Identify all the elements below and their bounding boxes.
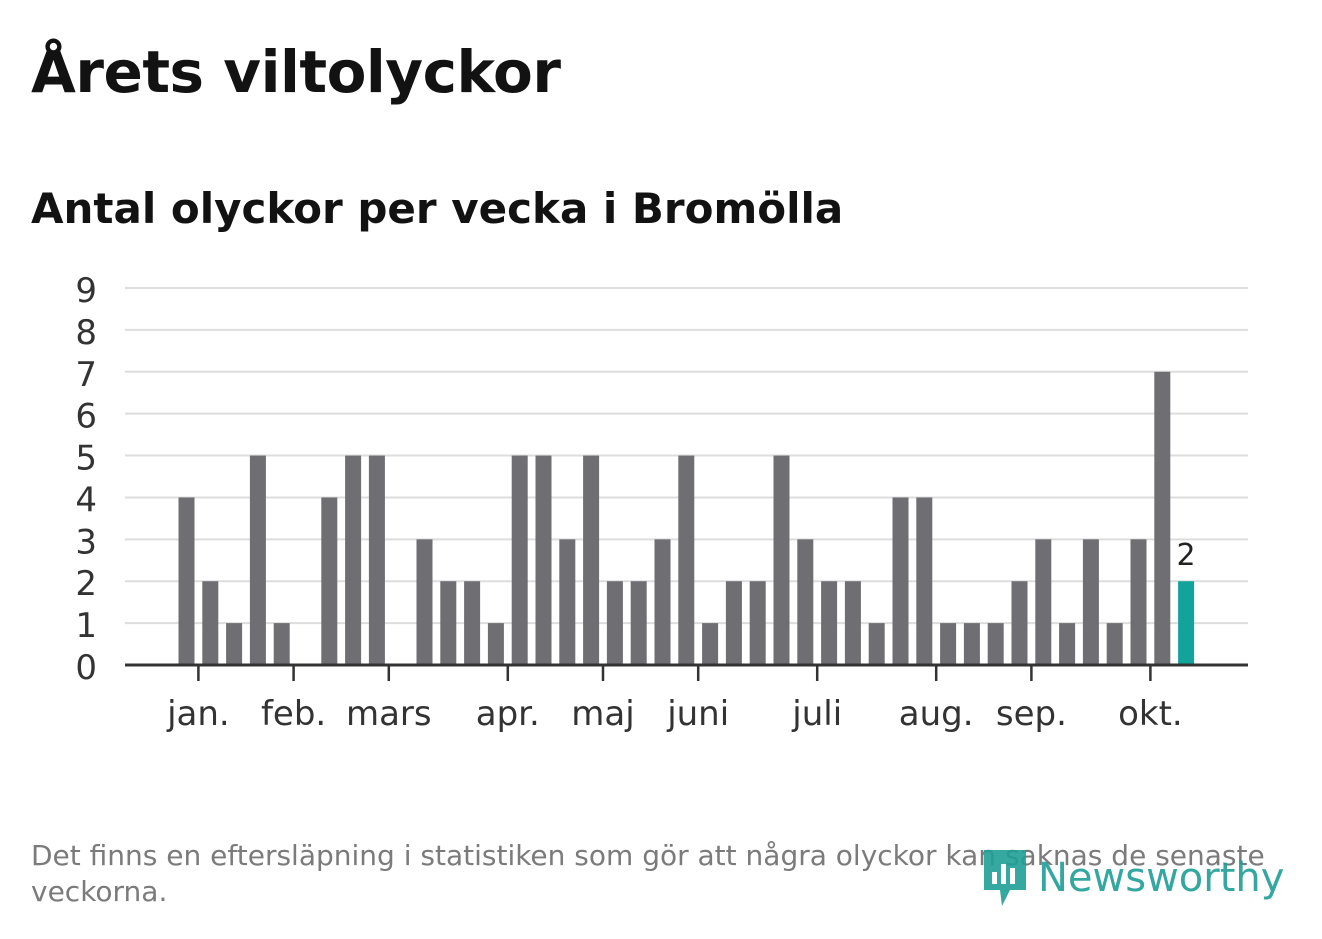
bar xyxy=(416,539,433,665)
y-tick-label: 6 xyxy=(75,397,97,437)
bar xyxy=(916,497,933,665)
y-tick-label: 0 xyxy=(75,648,97,688)
bar xyxy=(464,581,481,665)
bar xyxy=(487,623,504,665)
bar xyxy=(249,455,266,665)
bar xyxy=(1011,581,1028,665)
x-tick-label: juli xyxy=(791,694,842,734)
x-tick-label: sep. xyxy=(996,694,1067,734)
x-tick-label: maj xyxy=(571,694,634,734)
y-tick-label: 9 xyxy=(75,271,97,311)
bar xyxy=(1059,623,1076,665)
chart-subtitle: Antal olyckor per vecka i Bromölla xyxy=(31,184,844,233)
newsworthy-logo-icon xyxy=(984,850,1026,906)
bar xyxy=(273,623,290,665)
bar xyxy=(226,623,243,665)
bar xyxy=(1035,539,1052,665)
x-tick-label: apr. xyxy=(476,694,540,734)
bar xyxy=(178,497,195,665)
bar xyxy=(345,455,362,665)
bar xyxy=(987,623,1004,665)
x-tick-label: feb. xyxy=(261,694,326,734)
bar xyxy=(202,581,219,665)
bar xyxy=(821,581,838,665)
chart-title: Årets viltolyckor xyxy=(31,38,561,106)
bar xyxy=(368,455,385,665)
bar xyxy=(583,455,600,665)
footnote: Det finns en eftersläpning i statistiken… xyxy=(31,839,1265,908)
bar xyxy=(940,623,957,665)
highlight-value-label: 2 xyxy=(1177,538,1196,573)
bar xyxy=(511,455,528,665)
x-tick-label: jan. xyxy=(166,694,230,734)
bar xyxy=(1130,539,1147,665)
x-tick-label: juni xyxy=(666,694,729,734)
bar xyxy=(773,455,790,665)
bar xyxy=(1082,539,1099,665)
x-tick-label: mars xyxy=(346,694,432,734)
x-tick-label: aug. xyxy=(899,694,974,734)
bar xyxy=(749,581,766,665)
y-tick-label: 5 xyxy=(75,439,97,479)
bar xyxy=(559,539,576,665)
bar xyxy=(678,455,695,665)
highlighted-bar xyxy=(1178,581,1195,665)
bar xyxy=(1154,371,1171,665)
bar xyxy=(321,497,338,665)
y-tick-label: 4 xyxy=(75,480,97,520)
y-tick-label: 1 xyxy=(75,606,97,646)
bar xyxy=(892,497,909,665)
bar xyxy=(654,539,671,665)
bar xyxy=(702,623,719,665)
bar xyxy=(1106,623,1123,665)
bar xyxy=(440,581,457,665)
bar xyxy=(725,581,742,665)
bar xyxy=(606,581,623,665)
bar xyxy=(963,623,980,665)
bar xyxy=(868,623,885,665)
logo-text: Newsworthy xyxy=(1038,855,1285,901)
y-tick-label: 2 xyxy=(75,564,97,604)
x-tick-label: okt. xyxy=(1118,694,1183,734)
y-tick-label: 3 xyxy=(75,522,97,562)
bar xyxy=(844,581,861,665)
bar xyxy=(797,539,814,665)
bar xyxy=(535,455,552,665)
newsworthy-logo: Newsworthy xyxy=(980,846,1284,910)
y-tick-label: 7 xyxy=(75,355,97,395)
y-tick-label: 8 xyxy=(75,313,97,353)
bar xyxy=(630,581,647,665)
